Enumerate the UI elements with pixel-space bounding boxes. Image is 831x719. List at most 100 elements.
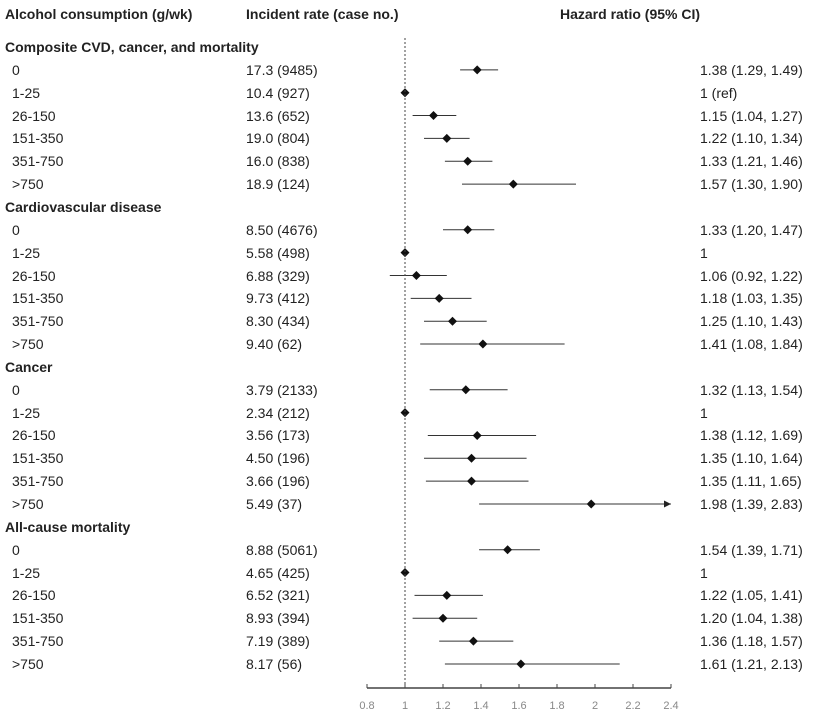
ci-arrow xyxy=(664,500,671,508)
row-label: 151-350 xyxy=(12,610,64,627)
group-title: Cancer xyxy=(5,358,53,375)
incident-rate: 8.30 (434) xyxy=(246,313,310,330)
hazard-ratio-text: 1.15 (1.04, 1.27) xyxy=(700,107,803,124)
hazard-ratio-text: 1 (ref) xyxy=(700,84,738,101)
incident-rate: 5.58 (498) xyxy=(246,244,310,261)
group-title: Composite CVD, cancer, and mortality xyxy=(5,39,259,55)
hazard-ratio-text: 1 xyxy=(700,404,708,421)
hazard-ratio-text: 1.98 (1.39, 2.83) xyxy=(700,496,803,512)
hazard-ratio-text: 1.22 (1.10, 1.34) xyxy=(700,130,803,147)
point-estimate xyxy=(463,156,473,166)
point-estimate xyxy=(463,225,473,235)
hazard-ratio-text: 1.22 (1.05, 1.41) xyxy=(700,587,803,604)
incident-rate: 3.66 (196) xyxy=(246,473,310,490)
hazard-ratio-text: 1.06 (0.92, 1.22) xyxy=(700,267,803,284)
incident-rate: 16.0 (838) xyxy=(246,153,310,170)
incident-rate: 3.79 (2133) xyxy=(246,381,318,398)
point-estimate xyxy=(400,568,410,578)
x-tick-label: 1.8 xyxy=(549,700,564,712)
row-label: 1-25 xyxy=(12,404,41,421)
hazard-ratio-text: 1.38 (1.12, 1.69) xyxy=(700,427,803,444)
row-label: >750 xyxy=(12,655,44,672)
incident-rate: 4.50 (196) xyxy=(246,450,310,467)
row-label: 0 xyxy=(12,541,20,558)
point-estimate xyxy=(472,65,482,75)
incident-rate: 8.17 (56) xyxy=(246,655,303,672)
point-estimate xyxy=(438,613,448,623)
header-rate: Incident rate (case no.) xyxy=(246,6,399,22)
row-label: 26-150 xyxy=(12,587,56,604)
x-tick-label: 2.4 xyxy=(663,700,678,712)
incident-rate: 6.88 (329) xyxy=(246,267,310,284)
hazard-ratio-text: 1.57 (1.30, 1.90) xyxy=(700,176,803,193)
incident-rate: 19.0 (804) xyxy=(246,130,310,147)
row-label: 0 xyxy=(12,61,20,78)
point-estimate xyxy=(442,590,452,600)
row-label: >750 xyxy=(12,176,44,193)
incident-rate: 8.88 (5061) xyxy=(246,541,318,558)
x-tick-label: 1.2 xyxy=(435,700,450,712)
incident-rate: 8.50 (4676) xyxy=(246,221,318,238)
incident-rate: 7.19 (389) xyxy=(246,633,310,650)
hazard-ratio-text: 1.35 (1.11, 1.65) xyxy=(700,473,802,490)
row-label: 151-350 xyxy=(12,450,64,467)
row-label: 351-750 xyxy=(12,473,64,490)
hazard-ratio-text: 1.54 (1.39, 1.71) xyxy=(700,541,803,558)
point-estimate xyxy=(478,339,488,349)
point-estimate xyxy=(516,659,526,669)
row-label: 151-350 xyxy=(12,130,64,147)
row-label: 1-25 xyxy=(12,84,41,101)
point-estimate xyxy=(411,271,421,280)
hazard-ratio-text: 1 xyxy=(700,244,708,261)
hazard-ratio-text: 1.18 (1.03, 1.35) xyxy=(700,290,803,307)
incident-rate: 8.93 (394) xyxy=(246,610,310,627)
point-estimate xyxy=(434,293,444,303)
hazard-ratio-text: 1.41 (1.08, 1.84) xyxy=(700,336,803,353)
point-estimate xyxy=(508,179,518,189)
point-estimate xyxy=(448,316,457,326)
hazard-ratio-text: 1.36 (1.18, 1.57) xyxy=(700,633,803,650)
point-estimate xyxy=(586,499,596,509)
point-estimate xyxy=(467,453,476,463)
row-label: 26-150 xyxy=(12,427,56,444)
row-label: 351-750 xyxy=(12,313,64,330)
header-hr: Hazard ratio (95% CI) xyxy=(560,6,701,22)
incident-rate: 5.49 (37) xyxy=(246,496,303,512)
group-title: All-cause mortality xyxy=(5,518,131,535)
incident-rate: 13.6 (652) xyxy=(246,107,310,124)
row-label: 351-750 xyxy=(12,633,64,650)
incident-rate: 6.52 (321) xyxy=(246,587,310,604)
x-tick-label: 2.2 xyxy=(625,700,640,712)
x-tick-label: 1.4 xyxy=(473,700,488,712)
incident-rate: 3.56 (173) xyxy=(246,427,310,444)
point-estimate xyxy=(472,430,482,440)
row-label: >750 xyxy=(12,336,44,353)
hazard-ratio-text: 1.61 (1.21, 2.13) xyxy=(700,655,803,672)
point-estimate xyxy=(467,476,476,486)
hazard-ratio-text: 1 xyxy=(700,564,708,581)
row-label: 26-150 xyxy=(12,107,56,124)
row-label: 151-350 xyxy=(12,290,64,307)
header-category: Alcohol consumption (g/wk) xyxy=(5,6,193,22)
hazard-ratio-text: 1.33 (1.21, 1.46) xyxy=(700,153,803,170)
group-title: Cardiovascular disease xyxy=(5,198,162,215)
incident-rate: 9.40 (62) xyxy=(246,336,303,353)
row-label: 1-25 xyxy=(12,564,41,581)
hazard-ratio-text: 1.20 (1.04, 1.38) xyxy=(700,610,803,627)
row-label: 0 xyxy=(12,381,20,398)
incident-rate: 10.4 (927) xyxy=(246,84,310,101)
point-estimate xyxy=(442,133,452,143)
hazard-ratio-text: 1.35 (1.10, 1.64) xyxy=(700,450,803,467)
hazard-ratio-text: 1.38 (1.29, 1.49) xyxy=(700,61,803,78)
row-label: 351-750 xyxy=(12,153,64,170)
point-estimate xyxy=(503,545,513,555)
incident-rate: 2.34 (212) xyxy=(246,404,310,421)
row-label: >750 xyxy=(12,496,44,512)
x-tick-label: 0.8 xyxy=(359,700,374,712)
point-estimate xyxy=(468,636,478,646)
point-estimate xyxy=(461,385,471,395)
point-estimate xyxy=(400,88,410,98)
point-estimate xyxy=(400,408,410,418)
